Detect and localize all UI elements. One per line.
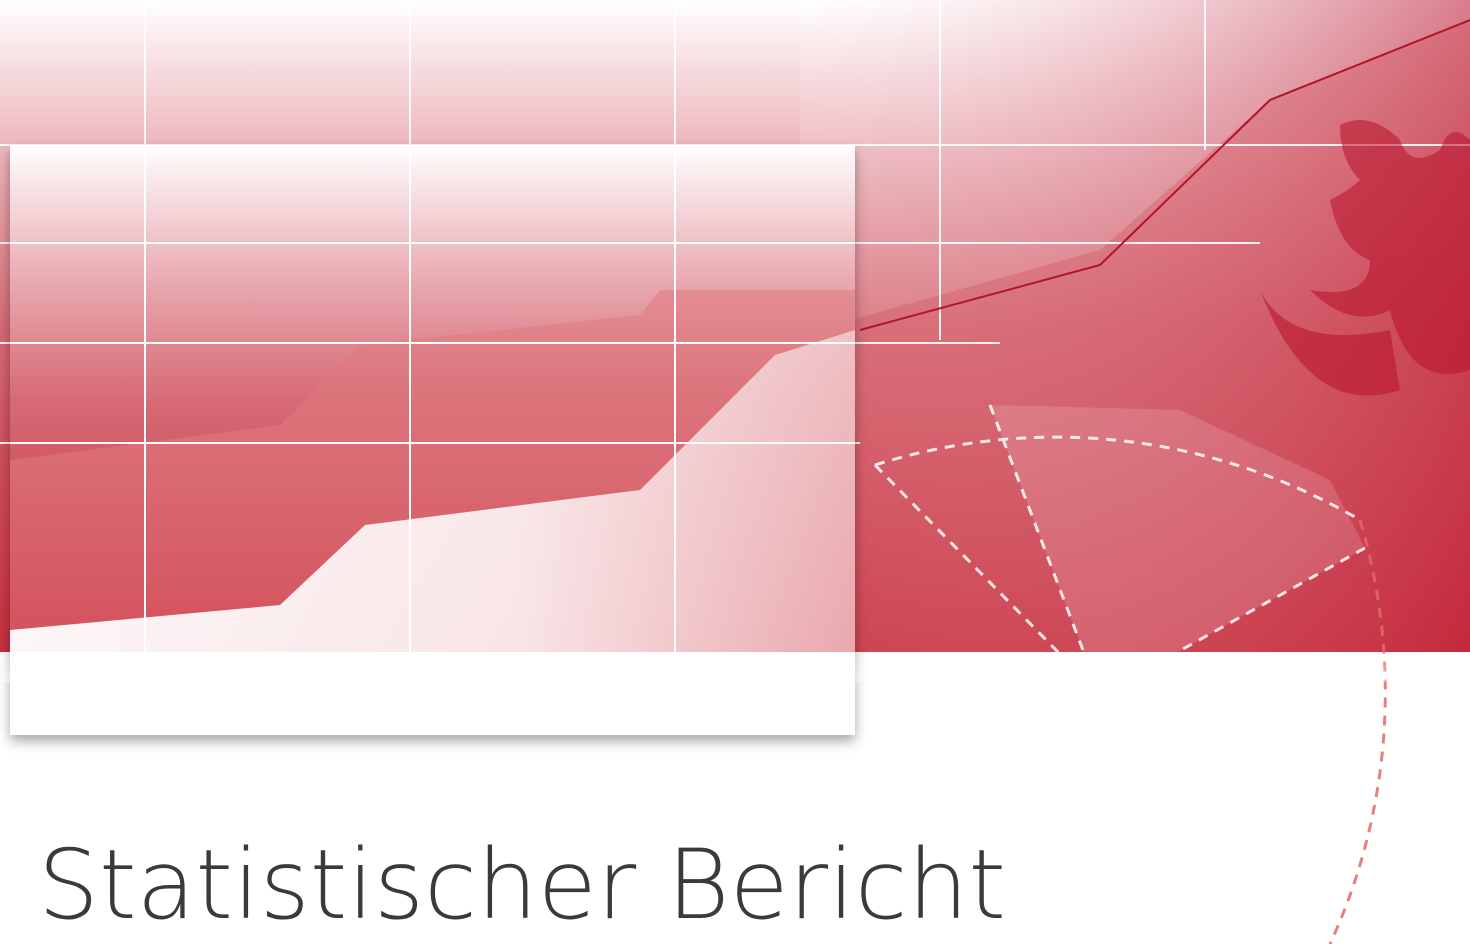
fade (0, 652, 1470, 682)
pie-slice (990, 405, 1365, 695)
report-title: Statistischer Bericht (38, 829, 1006, 941)
trend-line (859, 19, 1470, 331)
lion-emblem (1260, 120, 1470, 396)
panel-chart (10, 145, 855, 735)
